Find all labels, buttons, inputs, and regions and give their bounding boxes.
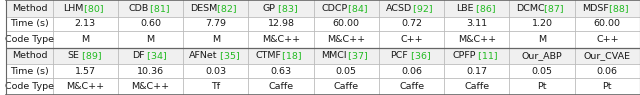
Text: Code Type: Code Type [5, 35, 54, 44]
Text: 0.17: 0.17 [467, 67, 487, 76]
Text: GP: GP [262, 4, 275, 13]
Text: M&C++: M&C++ [131, 82, 170, 91]
Text: 10.36: 10.36 [137, 67, 164, 76]
Text: C++: C++ [400, 35, 423, 44]
Text: M: M [538, 35, 546, 44]
Text: Tf: Tf [211, 82, 220, 91]
Text: DESM: DESM [190, 4, 217, 13]
Text: Pt: Pt [538, 82, 547, 91]
Text: [18]: [18] [280, 51, 302, 60]
Text: LHM: LHM [63, 4, 83, 13]
Text: Caffe: Caffe [269, 82, 294, 91]
Text: Caffe: Caffe [334, 82, 359, 91]
Text: [34]: [34] [144, 51, 167, 60]
Text: [11]: [11] [476, 51, 498, 60]
Text: Time (s): Time (s) [10, 67, 49, 76]
Text: [82]: [82] [214, 4, 237, 13]
Text: [37]: [37] [345, 51, 367, 60]
Text: [86]: [86] [473, 4, 495, 13]
Text: 60.00: 60.00 [594, 19, 621, 28]
Text: 0.05: 0.05 [336, 67, 357, 76]
Text: Code Type: Code Type [5, 82, 54, 91]
Bar [6, 48, 640, 64]
Text: Caffe: Caffe [464, 82, 490, 91]
Text: MDSF: MDSF [582, 4, 609, 13]
Text: [88]: [88] [606, 4, 628, 13]
Text: ACSD: ACSD [387, 4, 413, 13]
Bar [6, 0, 640, 17]
Text: 12.98: 12.98 [268, 19, 294, 28]
Text: Time (s): Time (s) [10, 19, 49, 28]
Text: M: M [212, 35, 220, 44]
Text: 0.06: 0.06 [597, 67, 618, 76]
Text: M: M [147, 35, 155, 44]
Text: M&C++: M&C++ [262, 35, 300, 44]
Text: SE: SE [67, 51, 79, 60]
Text: Pt: Pt [603, 82, 612, 91]
Text: 0.63: 0.63 [271, 67, 292, 76]
Text: Our_CVAE: Our_CVAE [584, 51, 631, 60]
Text: 1.20: 1.20 [532, 19, 552, 28]
Text: M&C++: M&C++ [66, 82, 104, 91]
Text: [84]: [84] [345, 4, 367, 13]
Text: CTMF: CTMF [256, 51, 282, 60]
Text: [87]: [87] [541, 4, 563, 13]
Text: 2.13: 2.13 [75, 19, 96, 28]
Text: [80]: [80] [81, 4, 104, 13]
Text: 60.00: 60.00 [333, 19, 360, 28]
Text: C++: C++ [596, 35, 619, 44]
Text: 7.79: 7.79 [205, 19, 227, 28]
Text: [83]: [83] [275, 4, 298, 13]
Text: 1.57: 1.57 [75, 67, 96, 76]
Text: Method: Method [12, 51, 47, 60]
Text: [81]: [81] [147, 4, 169, 13]
Text: PCF: PCF [390, 51, 408, 60]
Text: 0.72: 0.72 [401, 19, 422, 28]
Text: Our_ABP: Our_ABP [522, 51, 563, 60]
Text: M&C++: M&C++ [327, 35, 365, 44]
Text: AFNet: AFNet [189, 51, 218, 60]
Text: 0.05: 0.05 [532, 67, 552, 76]
Text: CPFP: CPFP [453, 51, 476, 60]
Text: [89]: [89] [79, 51, 102, 60]
Text: [36]: [36] [408, 51, 430, 60]
Text: [92]: [92] [410, 4, 433, 13]
Text: 0.06: 0.06 [401, 67, 422, 76]
Text: DCMC: DCMC [516, 4, 544, 13]
Text: Method: Method [12, 4, 47, 13]
Text: 0.03: 0.03 [205, 67, 227, 76]
Text: 0.60: 0.60 [140, 19, 161, 28]
Text: CDB: CDB [128, 4, 148, 13]
Text: [35]: [35] [216, 51, 239, 60]
Text: Caffe: Caffe [399, 82, 424, 91]
Text: M&C++: M&C++ [458, 35, 496, 44]
Text: CDCP: CDCP [321, 4, 348, 13]
Text: MMCI: MMCI [321, 51, 347, 60]
Text: M: M [81, 35, 90, 44]
Text: DF: DF [132, 51, 145, 60]
Text: LBE: LBE [456, 4, 474, 13]
Text: 3.11: 3.11 [467, 19, 488, 28]
